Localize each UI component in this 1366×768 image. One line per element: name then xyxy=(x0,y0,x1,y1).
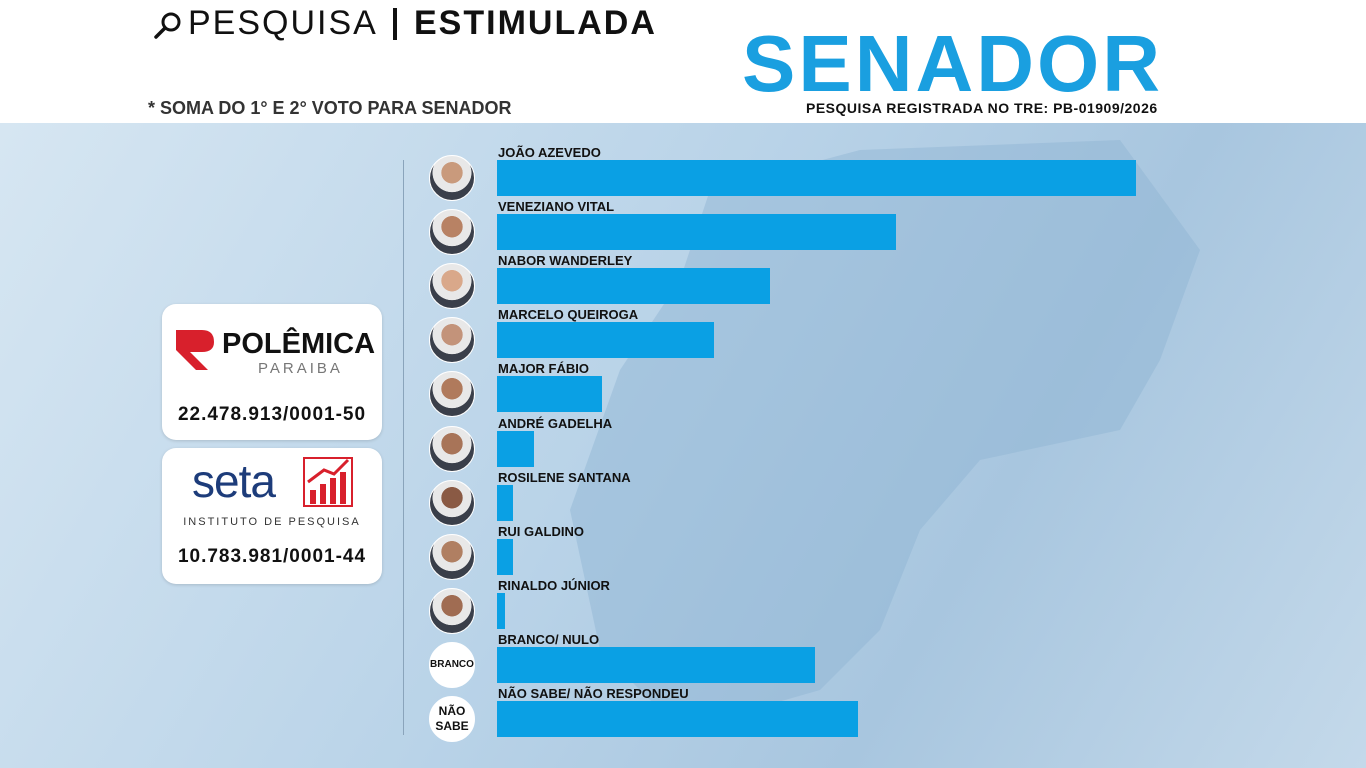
polemica-region: PARAIBA xyxy=(258,360,343,377)
bar xyxy=(497,376,603,413)
header-band: PESQUISA ESTIMULADA * SOMA DO 1° E 2° VO… xyxy=(0,0,1366,123)
seta-tagline: INSTITUTO DE PESQUISA xyxy=(183,516,361,528)
chart-title: SENADOR xyxy=(742,19,1164,108)
avatar xyxy=(429,533,475,580)
seta-icon xyxy=(303,457,353,507)
avatar-label: BRANCO xyxy=(429,641,475,688)
category-label: RUI GALDINO xyxy=(498,523,584,539)
avatar xyxy=(429,155,475,201)
header-kind: ESTIMULADA xyxy=(414,4,657,42)
note: * SOMA DO 1° E 2° VOTO PARA SENADOR xyxy=(148,98,512,118)
avatar xyxy=(429,317,475,364)
polemica-name: POLÊMICA xyxy=(222,328,376,360)
chart-subtitle: PESQUISA REGISTRADA NO TRE: PB-01909/202… xyxy=(806,100,1158,116)
category-label: MAJOR FÁBIO xyxy=(498,361,589,377)
category-label: MARCELO QUEIROGA xyxy=(498,307,639,323)
category-label: NABOR WANDERLEY xyxy=(498,253,633,269)
seta-cnpj: 10.783.981/0001-44 xyxy=(177,546,367,567)
bar xyxy=(497,646,815,683)
divider xyxy=(403,160,404,735)
category-label: NÃO SABE/ NÃO RESPONDEU xyxy=(498,686,689,701)
bar xyxy=(497,538,513,575)
avatar xyxy=(429,371,475,418)
bar xyxy=(497,268,771,305)
category-label: JOÃO AZEVEDO xyxy=(498,145,601,160)
header-search: PESQUISA xyxy=(188,4,378,42)
polemica-icon xyxy=(176,330,214,370)
polemica-card: POLÊMICA PARAIBA 22.478.913/0001-50 xyxy=(162,304,382,440)
bar xyxy=(497,322,715,359)
bar xyxy=(497,701,859,737)
category-label: BRANCO/ NULO xyxy=(498,631,600,647)
bar xyxy=(497,484,513,521)
category-label: ROSILENE SANTANA xyxy=(498,469,631,485)
seta-card: seta INSTITUTO DE PESQUISA 10.783.981/00… xyxy=(162,448,382,584)
category-label: ANDRÉ GADELHA xyxy=(498,415,613,431)
avatar-label: NÃO SABE xyxy=(429,696,475,742)
bar xyxy=(497,592,505,629)
header-separator xyxy=(393,8,397,40)
bar xyxy=(497,214,897,251)
bar xyxy=(497,160,1136,196)
search-icon xyxy=(154,12,181,39)
category-label: RINALDO JÚNIOR xyxy=(498,577,610,593)
category-label: VENEZIANO VITAL xyxy=(498,199,615,215)
avatar xyxy=(429,209,475,256)
avatar xyxy=(429,263,475,310)
avatar xyxy=(429,587,475,634)
avatar xyxy=(429,479,475,526)
bar xyxy=(497,430,534,467)
polemica-cnpj: 22.478.913/0001-50 xyxy=(177,404,367,425)
avatar xyxy=(429,425,475,472)
seta-name: seta xyxy=(192,455,276,507)
